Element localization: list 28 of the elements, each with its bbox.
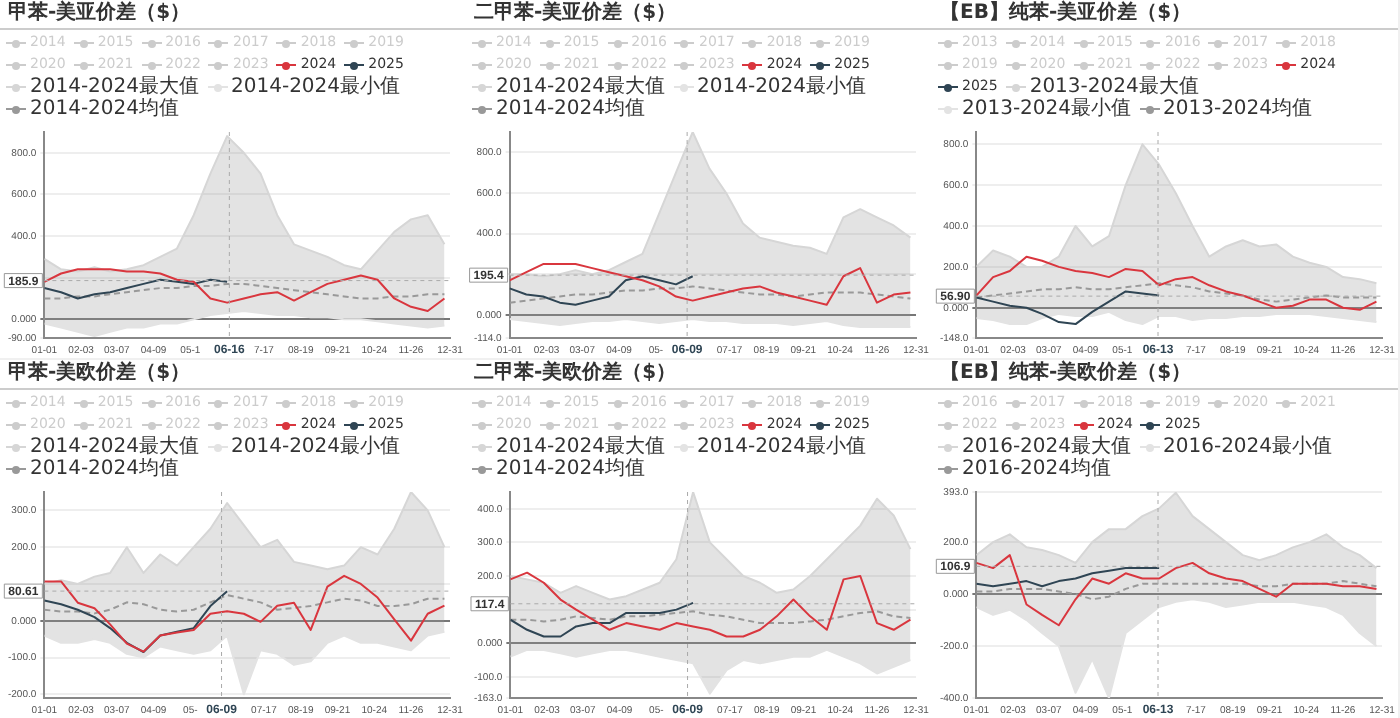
legend-label: 2013-2024最大值 <box>1027 76 1199 98</box>
line-series <box>509 285 912 304</box>
chart-title: 甲苯-美亚价差（$） <box>0 0 466 30</box>
legend-label: 2016-2024最大值 <box>960 436 1132 458</box>
line-series <box>44 594 446 615</box>
legend-label: 2016-2024最小值 <box>1161 436 1333 458</box>
line-series <box>44 282 446 300</box>
chart-title: 甲苯-美欧价差（$） <box>0 360 466 390</box>
line-series <box>976 580 1378 601</box>
legend-label: 2014-2024均值 <box>28 458 180 480</box>
legend-label: 2014-2024最大值 <box>494 76 666 98</box>
legend-label: 2014-2024最大值 <box>28 436 200 458</box>
legend-label: 2014-2024均值 <box>494 98 646 120</box>
legend-label: 2014-2024均值 <box>28 98 180 120</box>
legend-label: 2014-2024均值 <box>494 458 646 480</box>
chart-title: 二甲苯-美欧价差（$） <box>466 360 932 390</box>
legend-label: 2014-2024最小值 <box>229 436 401 458</box>
legend-label: 2013-2024均值 <box>1161 98 1313 120</box>
legend-label: 2014-2024最小值 <box>695 76 867 98</box>
legend-label: 2014-2024最大值 <box>28 76 200 98</box>
chart-title: 【EB】纯苯-美欧价差（$） <box>932 360 1398 390</box>
chart-title: 二甲苯-美亚价差（$） <box>466 0 932 30</box>
legend-label: 2014-2024最大值 <box>494 436 666 458</box>
legend-label: 2014-2024最小值 <box>695 436 867 458</box>
legend-label: 2013-2024最小值 <box>960 98 1132 120</box>
chart-title: 【EB】纯苯-美亚价差（$） <box>932 0 1398 30</box>
legend-label: 2014-2024最小值 <box>229 76 401 98</box>
legend-label: 2016-2024均值 <box>960 458 1112 480</box>
